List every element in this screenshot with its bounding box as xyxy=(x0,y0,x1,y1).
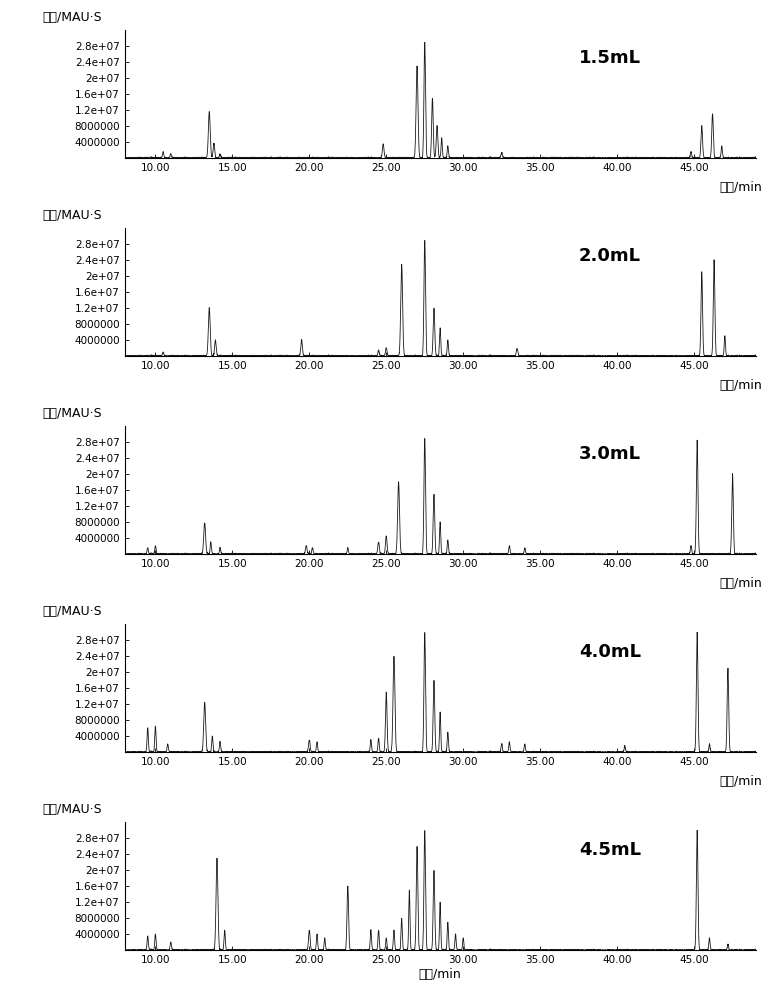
Text: 4.5mL: 4.5mL xyxy=(579,841,641,859)
Text: 时间/min: 时间/min xyxy=(719,379,762,392)
Text: 时间/min: 时间/min xyxy=(719,577,762,590)
Text: 丰度/MAU·S: 丰度/MAU·S xyxy=(43,11,102,24)
X-axis label: 时间/min: 时间/min xyxy=(419,968,461,981)
Text: 丰度/MAU·S: 丰度/MAU·S xyxy=(43,803,102,816)
Text: 2.0mL: 2.0mL xyxy=(579,247,641,265)
Text: 时间/min: 时间/min xyxy=(719,181,762,194)
Text: 时间/min: 时间/min xyxy=(719,775,762,788)
Text: 丰度/MAU·S: 丰度/MAU·S xyxy=(43,605,102,618)
Text: 3.0mL: 3.0mL xyxy=(579,445,641,463)
Text: 丰度/MAU·S: 丰度/MAU·S xyxy=(43,407,102,420)
Text: 4.0mL: 4.0mL xyxy=(579,643,641,661)
Text: 丰度/MAU·S: 丰度/MAU·S xyxy=(43,209,102,222)
Text: 1.5mL: 1.5mL xyxy=(579,49,641,67)
